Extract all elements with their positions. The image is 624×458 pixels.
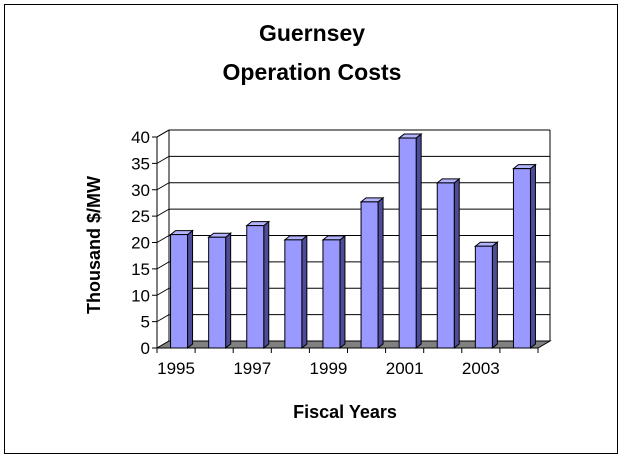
bar-2003 <box>473 241 499 350</box>
bar-side <box>263 220 270 350</box>
bar-side <box>377 196 384 350</box>
bar-front <box>512 168 531 349</box>
gridline-side <box>156 235 170 243</box>
gridline-side <box>156 287 170 296</box>
gridline-side <box>156 314 170 323</box>
bar-side <box>415 133 422 350</box>
bar-2001 <box>397 133 423 350</box>
x-axis-title: Fiscal Years <box>293 402 397 422</box>
gridline-side <box>156 182 170 191</box>
bar-front <box>246 225 265 349</box>
y-tick-label: 40 <box>131 128 150 147</box>
y-axis-top-edge <box>156 129 170 138</box>
bar-2002 <box>435 177 461 350</box>
bar-1998 <box>283 234 309 350</box>
bar-side <box>453 177 460 350</box>
gridline-side <box>156 261 170 270</box>
bar-front <box>360 201 379 349</box>
bar-side <box>339 234 346 350</box>
bar-side <box>225 232 232 350</box>
bar-front <box>436 182 455 349</box>
bar-side <box>491 241 498 350</box>
x-tick-label: 1995 <box>157 359 195 378</box>
bar-front <box>208 236 227 349</box>
y-tick-label: 10 <box>131 286 150 305</box>
bar-1997 <box>245 220 271 350</box>
y-axis-title: Thousand $/MW <box>84 176 104 314</box>
y-tick-label: 5 <box>141 313 150 332</box>
x-tick-label: 2001 <box>386 359 424 378</box>
bar-front <box>398 137 417 349</box>
bar-2000 <box>359 196 385 350</box>
y-tick-label: 30 <box>131 181 150 200</box>
y-tick-label: 15 <box>131 260 150 279</box>
bar-2004 <box>512 163 537 350</box>
gridline-side <box>156 208 170 217</box>
x-tick-label: 2003 <box>462 359 500 378</box>
bar-side <box>529 163 536 350</box>
y-tick-label: 0 <box>141 339 150 358</box>
bar-front <box>322 239 341 349</box>
bar-front <box>284 239 303 349</box>
bar-front <box>474 245 493 349</box>
chart-title-line-1: Guernsey <box>258 20 366 46</box>
bar-1995 <box>169 229 194 350</box>
bar-side <box>187 229 194 350</box>
bar-1996 <box>207 232 233 350</box>
x-tick-label: 1999 <box>310 359 348 378</box>
y-tick-label: 25 <box>131 207 150 226</box>
y-tick-label: 35 <box>131 154 150 173</box>
bar-front <box>170 234 189 349</box>
bar-1999 <box>321 234 347 350</box>
bar-side <box>301 234 308 350</box>
gridline-side <box>156 155 170 164</box>
x-tick-label: 1997 <box>233 359 271 378</box>
y-tick-label: 20 <box>131 234 150 253</box>
chart-title-line-2: Operation Costs <box>222 59 402 85</box>
